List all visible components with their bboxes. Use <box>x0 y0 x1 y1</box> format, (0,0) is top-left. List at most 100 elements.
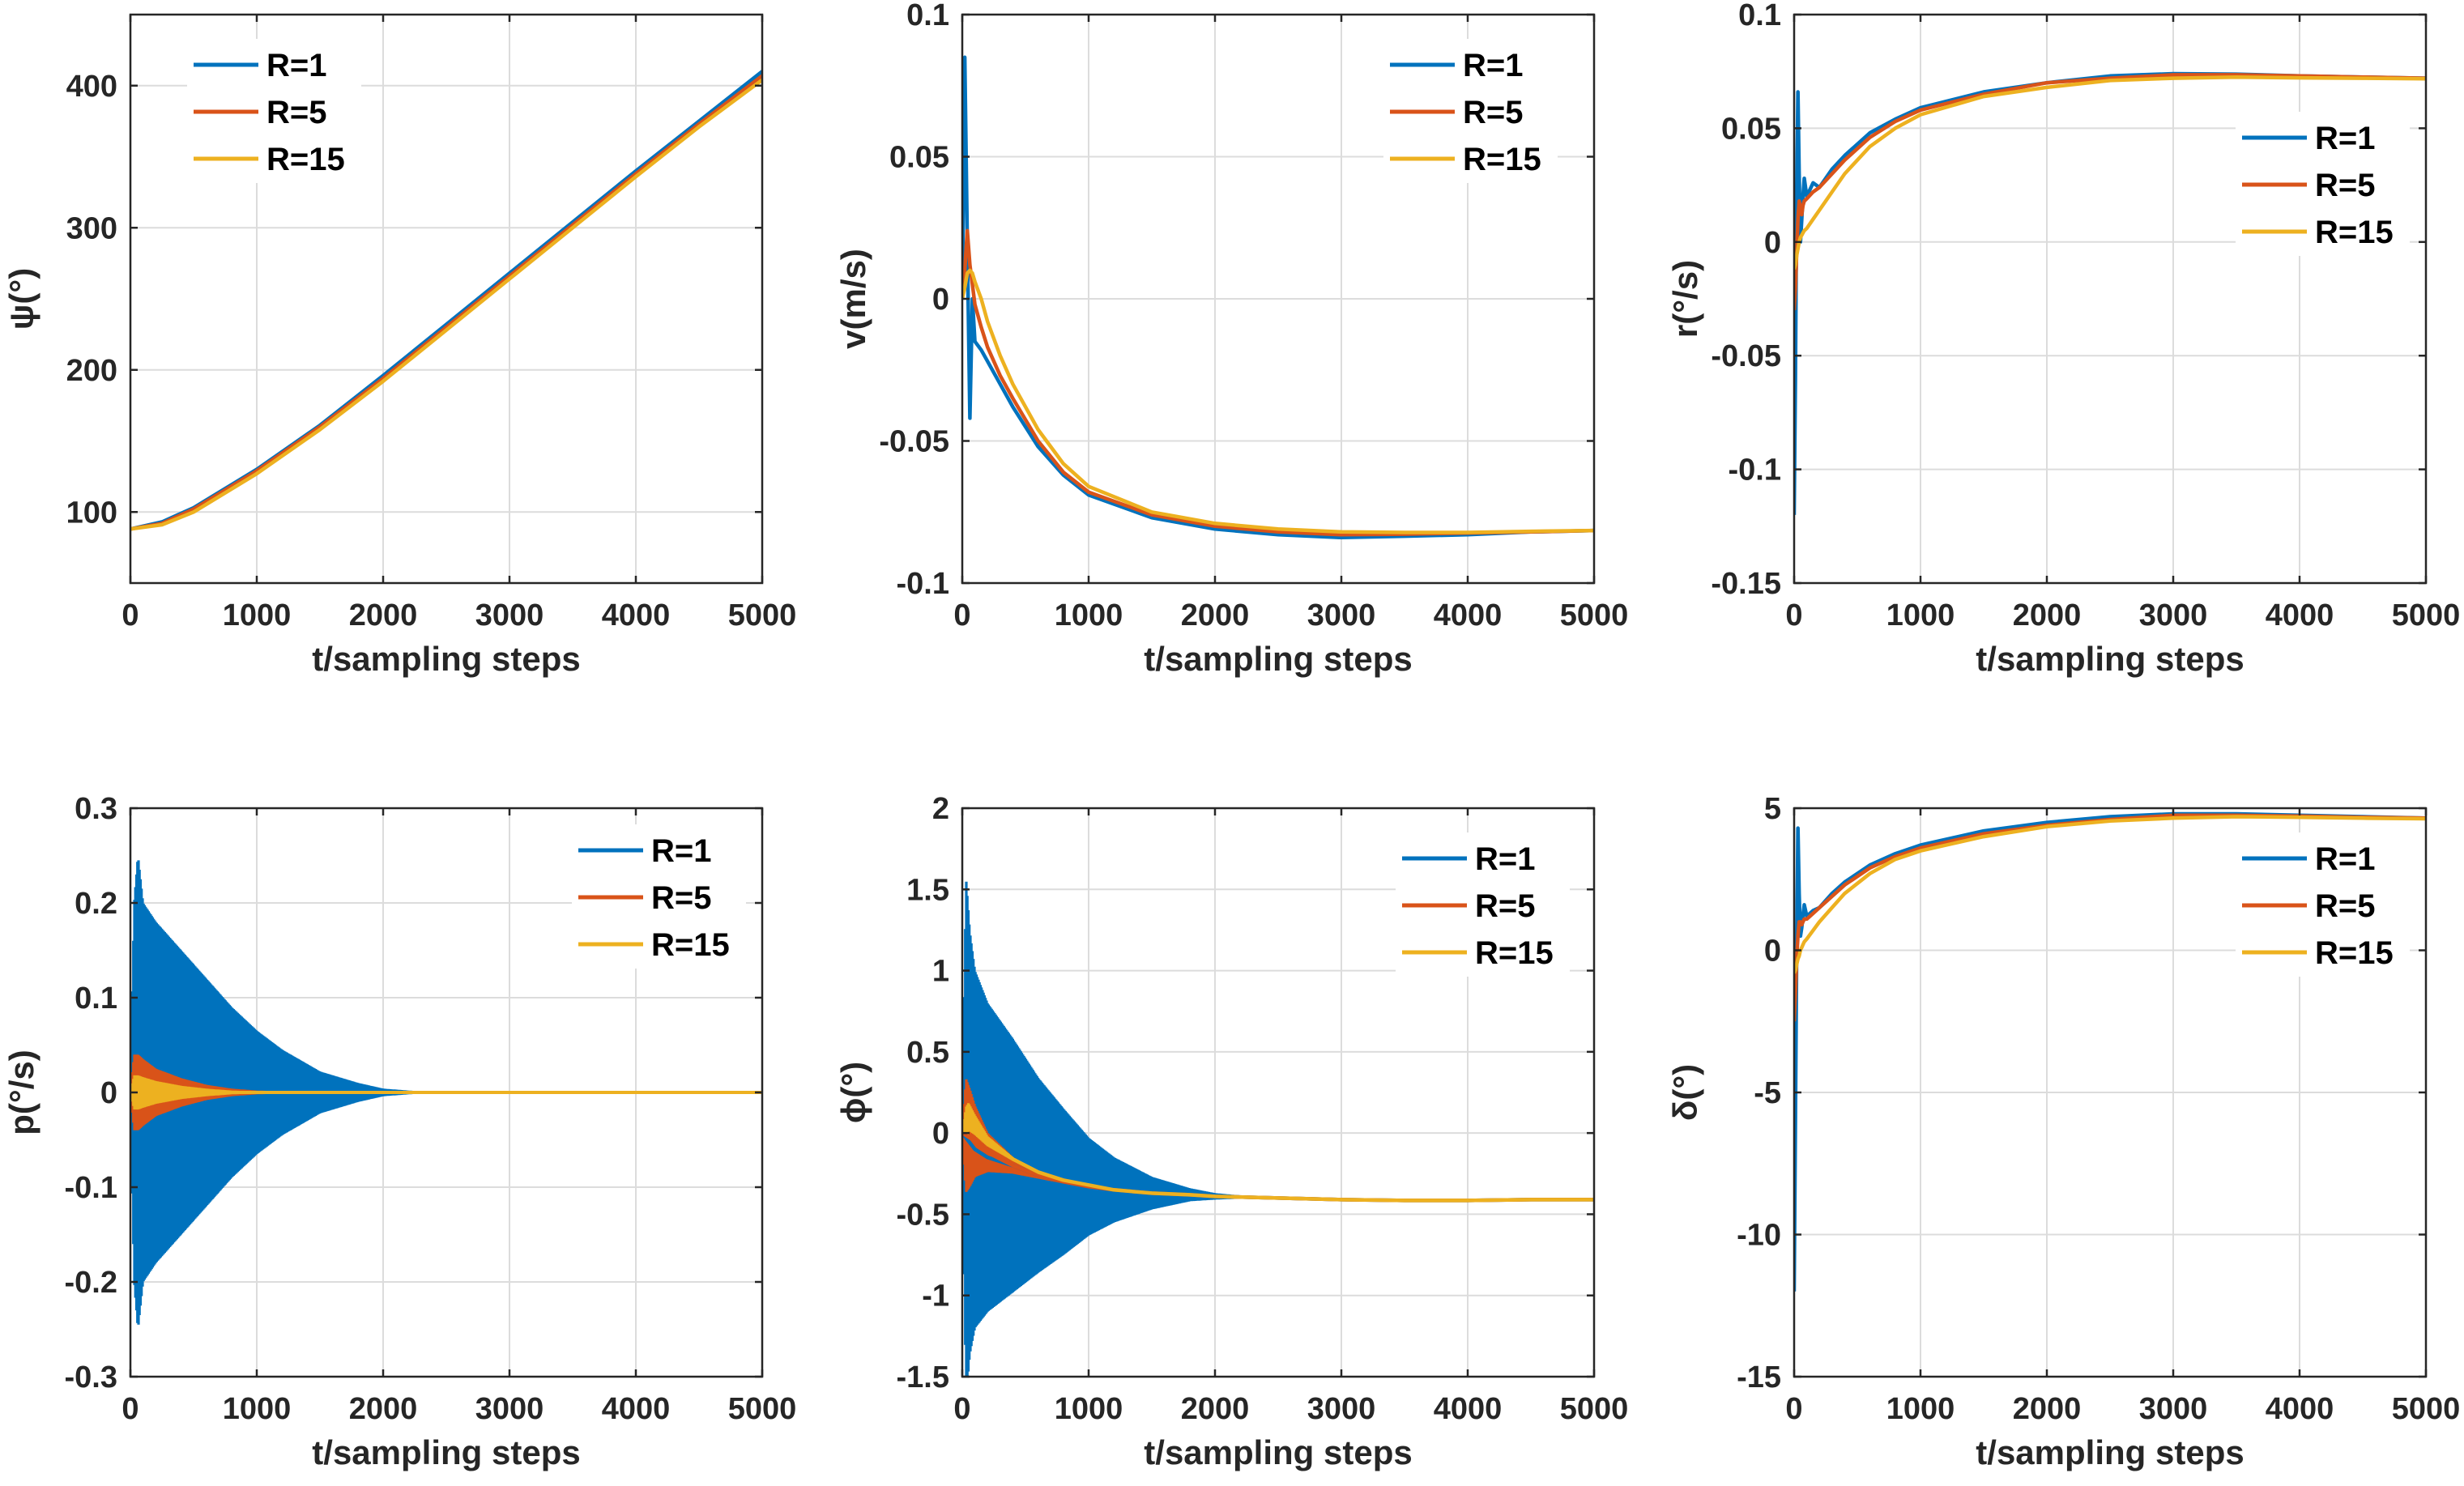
x-tick-label: 3000 <box>2139 598 2208 632</box>
x-tick-label: 0 <box>1785 1392 1802 1426</box>
y-tick-label: 0.05 <box>1721 112 1781 146</box>
data-layer <box>130 860 762 1325</box>
y-tick-label: 1.5 <box>906 873 949 907</box>
subplot-phi: 0 1000 2000 3000 4000 5000 -1.5 -1 -0.5 0 0.5 1 1.5 2… <box>834 792 1628 1471</box>
x-tick-label: 3000 <box>1307 1392 1376 1426</box>
y-tick-label: -5 <box>1754 1076 1781 1110</box>
plot-area <box>1794 15 2426 583</box>
x-tick-label: 0 <box>953 1392 970 1426</box>
legend-label: R=5 <box>266 95 327 130</box>
series-line-r-15 <box>130 78 762 531</box>
legend-label: R=15 <box>2315 215 2394 250</box>
x-tick-label: 1000 <box>1055 598 1123 632</box>
x-tick-label: 0 <box>121 598 139 632</box>
y-tick-label: 0.3 <box>75 792 117 826</box>
y-tick-label: -0.3 <box>65 1360 117 1394</box>
y-tick-label: 200 <box>66 354 117 388</box>
x-axis-label: t/sampling steps <box>312 1433 580 1471</box>
y-tick-label: 400 <box>66 70 117 104</box>
y-tick-label: 5 <box>1764 792 1781 826</box>
subplot-v: 0 1000 2000 3000 4000 5000 -0.1 -0.05 0 0.05 0.1 t/… <box>834 0 1628 678</box>
y-tick-label: 0.2 <box>75 887 117 921</box>
y-axis-label: p(°/s) <box>2 1050 40 1135</box>
y-tick-label: -0.05 <box>879 425 949 459</box>
x-tick-label: 4000 <box>602 1392 671 1426</box>
legend-label: R=1 <box>266 48 327 83</box>
data-layer <box>130 70 762 531</box>
x-tick-label: 2000 <box>349 1392 418 1426</box>
x-tick-label: 2000 <box>2013 598 2082 632</box>
legend-label: R=5 <box>2315 888 2376 924</box>
subplot-delta: 0 1000 2000 3000 4000 5000 -15 -10 -5 0 5 t/samplin… <box>1666 792 2460 1471</box>
legend-label: R=5 <box>2315 168 2376 203</box>
legend: R=1 R=5 R=15 <box>2236 832 2410 977</box>
y-axis-label: r(°/s) <box>1666 260 1704 338</box>
legend-label: R=1 <box>2315 121 2376 156</box>
legend: R=1 R=5 R=15 <box>572 824 746 969</box>
x-tick-label: 4000 <box>602 598 671 632</box>
x-tick-label: 0 <box>121 1392 139 1426</box>
x-axis-label: t/sampling steps <box>1976 1433 2244 1471</box>
y-tick-label: -10 <box>1737 1219 1781 1253</box>
y-tick-label: -15 <box>1737 1360 1781 1394</box>
legend-label: R=5 <box>1463 95 1524 130</box>
y-tick-label: 0 <box>1764 226 1781 260</box>
x-tick-label: 0 <box>1785 598 1802 632</box>
x-tick-label: 3000 <box>2139 1392 2208 1426</box>
x-tick-label: 0 <box>953 598 970 632</box>
subplot-p: 0 1000 2000 3000 4000 5000 -0.3 -0.2 -0.1 0 0.1 0.2… <box>2 792 796 1471</box>
axes-box <box>1793 13 2428 585</box>
y-tick-label: 1 <box>932 955 949 989</box>
x-tick-label: 5000 <box>2392 598 2461 632</box>
x-tick-label: 5000 <box>728 598 797 632</box>
legend-label: R=15 <box>1463 142 1541 177</box>
y-tick-label: 0 <box>100 1076 117 1110</box>
y-tick-label: 0.1 <box>1738 0 1781 32</box>
x-tick-label: 3000 <box>1307 598 1376 632</box>
legend: R=1 R=5 R=15 <box>1383 39 1558 183</box>
series-line-r-5 <box>1794 73 2426 311</box>
x-tick-label: 4000 <box>1434 1392 1503 1426</box>
x-axis-label: t/sampling steps <box>312 640 580 678</box>
series-line-r-5 <box>130 74 762 531</box>
x-tick-label: 4000 <box>1434 598 1503 632</box>
legend: R=1 R=5 R=15 <box>2236 112 2410 256</box>
legend-label: R=15 <box>2315 935 2394 971</box>
y-axis-label: v(m/s) <box>834 249 872 349</box>
x-tick-label: 3000 <box>475 598 544 632</box>
y-tick-label: -0.1 <box>1729 453 1781 488</box>
legend-label: R=1 <box>651 833 712 869</box>
legend-label: R=15 <box>651 927 730 963</box>
series-line-r-1 <box>962 55 1594 540</box>
x-tick-label: 1000 <box>223 1392 292 1426</box>
y-tick-label: -0.5 <box>897 1198 949 1232</box>
x-tick-label: 1000 <box>1886 1392 1955 1426</box>
series-line-r-15 <box>1794 815 2426 974</box>
x-tick-label: 2000 <box>1181 1392 1250 1426</box>
x-tick-label: 1000 <box>1886 598 1955 632</box>
y-tick-label: -0.2 <box>65 1266 117 1300</box>
x-tick-label: 2000 <box>1181 598 1250 632</box>
y-tick-label: -0.1 <box>897 567 949 601</box>
legend-label: R=15 <box>266 142 345 177</box>
legend-label: R=1 <box>2315 841 2376 877</box>
legend-label: R=1 <box>1463 48 1524 83</box>
y-tick-label: -0.1 <box>65 1171 117 1205</box>
subplot-r: 0 1000 2000 3000 4000 5000 -0.15 -0.1 -0.05 0 0.05… <box>1666 0 2460 678</box>
x-axis-label: t/sampling steps <box>1144 1433 1412 1471</box>
legend-label: R=5 <box>651 880 712 916</box>
axes-box <box>961 807 1596 1378</box>
series-line-r-15 <box>962 1114 1594 1203</box>
x-tick-label: 3000 <box>475 1392 544 1426</box>
y-tick-label: 0.1 <box>75 981 117 1016</box>
x-tick-label: 2000 <box>2013 1392 2082 1426</box>
legend-label: R=15 <box>1475 935 1554 971</box>
y-tick-label: 300 <box>66 211 117 245</box>
y-tick-label: -0.05 <box>1711 339 1781 373</box>
x-tick-label: 5000 <box>1560 1392 1629 1426</box>
series-line-r-15 <box>962 268 1594 534</box>
data-layer <box>962 881 1594 1377</box>
subplot-psi: 0 1000 2000 3000 4000 5000 100 200 300 400 t/sampl… <box>2 13 797 678</box>
x-tick-label: 4000 <box>2266 1392 2334 1426</box>
